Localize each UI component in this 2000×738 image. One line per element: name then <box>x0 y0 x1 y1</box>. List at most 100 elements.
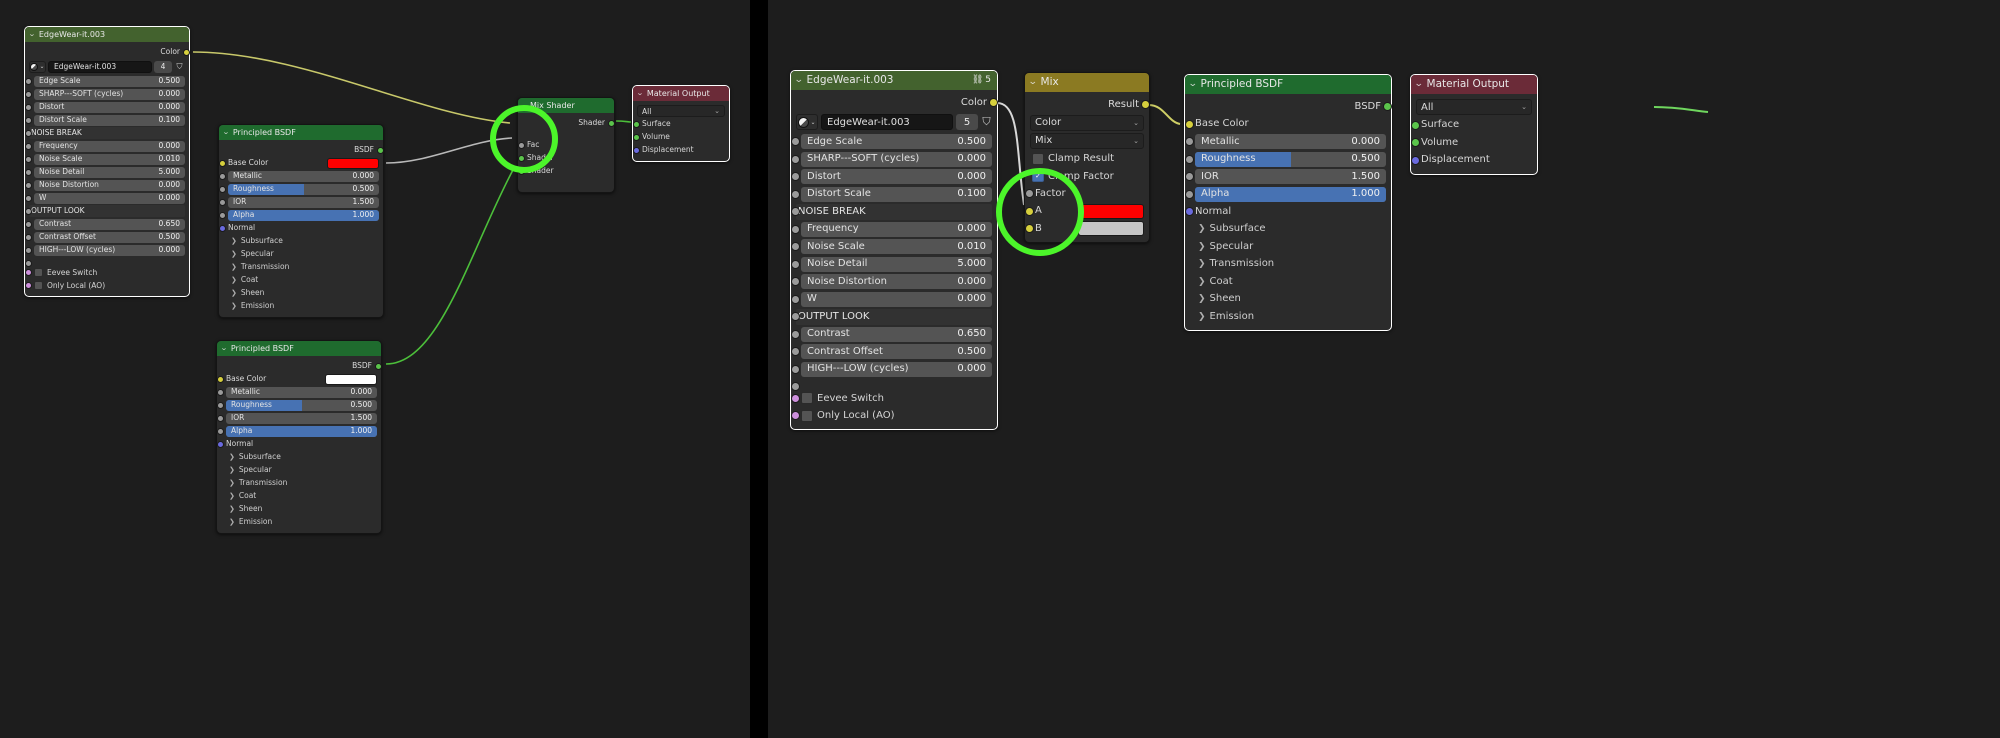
node-edgewear-group-left[interactable]: ⌄ EdgeWear-it.003 Color ⌄ EdgeWear-it.00… <box>24 26 190 297</box>
shield-icon[interactable]: ⛉ <box>176 61 183 71</box>
param-row[interactable]: Distort Scale 0.100 <box>790 186 992 202</box>
param-row[interactable]: Alpha 1.000 <box>218 209 379 221</box>
param-value[interactable]: 0.000 <box>352 171 374 180</box>
panel-subsurface[interactable]: ❯ Subsurface <box>223 235 379 247</box>
param-row[interactable]: IOR 1.500 <box>216 412 377 424</box>
node-principled-bsdf-b[interactable]: ⌄ Principled BSDF BSDF Base Color Metall… <box>216 340 382 534</box>
panel-sheen[interactable]: ❯ Sheen <box>223 287 379 299</box>
param-row[interactable]: Roughness 0.500 <box>216 399 377 411</box>
input-socket[interactable] <box>24 268 32 276</box>
material-ball-icon[interactable]: ⌄ <box>29 60 46 73</box>
socket-bsdf-out[interactable] <box>1382 102 1392 111</box>
target-dropdown[interactable]: All ⌄ <box>1416 99 1532 115</box>
param-value[interactable]: 1.500 <box>1351 170 1380 182</box>
node-header-edgewear[interactable]: ⌄ EdgeWear-it.003 <box>25 27 189 42</box>
input-socket[interactable] <box>790 242 800 251</box>
input-socket[interactable] <box>790 329 800 339</box>
input-socket[interactable] <box>24 181 32 189</box>
node-mix-shader[interactable]: Mix Shader Shader Fac Shader Shader <box>517 97 615 193</box>
param-value[interactable]: 0.000 <box>1351 135 1380 147</box>
input-socket[interactable] <box>216 388 224 396</box>
checkbox-box[interactable] <box>34 280 43 290</box>
input-socket-base-color[interactable] <box>1184 119 1194 129</box>
datablock-user-count[interactable]: 5 <box>956 114 978 130</box>
row-base-color[interactable]: Base Color <box>216 373 377 385</box>
input-socket-surface[interactable] <box>632 120 640 128</box>
input-shader-1[interactable]: Shader <box>517 152 610 164</box>
param-value[interactable]: 0.000 <box>957 275 986 287</box>
param-row[interactable]: Frequency 0.000 <box>24 140 185 152</box>
input-socket[interactable] <box>24 281 32 289</box>
input-socket[interactable] <box>216 414 224 422</box>
param-row[interactable]: Contrast 0.650 <box>24 218 185 230</box>
input-socket[interactable] <box>790 382 800 391</box>
param-value[interactable]: 0.000 <box>158 102 180 111</box>
panel-transmission[interactable]: ❯ Transmission <box>1190 256 1386 272</box>
blend-mode-dropdown[interactable]: Mix ⌄ <box>1030 132 1144 149</box>
chevron-down-icon[interactable]: ⌄ <box>793 75 804 85</box>
param-value[interactable]: 0.500 <box>957 135 986 147</box>
checkbox-box[interactable] <box>801 409 813 422</box>
param-row[interactable]: HIGH---LOW (cycles) 0.000 <box>24 244 185 256</box>
input-socket[interactable] <box>24 116 32 124</box>
input-socket[interactable] <box>24 259 32 267</box>
input-socket-displacement[interactable] <box>632 146 640 154</box>
param-row[interactable]: Distort 0.000 <box>24 101 185 113</box>
datablock-selector[interactable]: ⌄ EdgeWear-it.003 4 ⛉ <box>29 60 185 73</box>
panel-coat[interactable]: ❯ Coat <box>223 274 379 286</box>
param-value[interactable]: 0.500 <box>352 184 374 193</box>
color-swatch-b[interactable] <box>1078 221 1144 236</box>
input-socket[interactable] <box>218 172 226 180</box>
socket-color-out[interactable] <box>988 98 998 107</box>
datablock-selector[interactable]: ⌄ EdgeWear-it.003 5 ⛉ <box>796 114 992 131</box>
output-socket-result[interactable]: Result <box>1030 97 1150 113</box>
input-socket-a[interactable] <box>1024 206 1034 216</box>
output-socket-bsdf[interactable]: BSDF <box>223 144 384 156</box>
input-socket[interactable] <box>216 401 224 409</box>
input-socket[interactable] <box>790 347 800 356</box>
input-socket[interactable] <box>218 198 226 206</box>
param-value[interactable]: 1.500 <box>352 197 374 206</box>
panel-emission[interactable]: ❯ Emission <box>1190 309 1386 325</box>
param-value[interactable]: 0.500 <box>350 400 372 409</box>
input-displacement[interactable]: Displacement <box>632 144 725 156</box>
param-value[interactable]: 0.000 <box>158 245 180 254</box>
param-row[interactable]: IOR 1.500 <box>1184 169 1386 185</box>
checkbox-only-local-ao[interactable]: Only Local (AO) <box>790 408 992 424</box>
input-socket[interactable] <box>218 185 226 193</box>
checkbox-eevee-switch[interactable]: Eevee Switch <box>790 390 992 406</box>
input-socket-factor[interactable] <box>1024 189 1034 198</box>
input-socket[interactable] <box>790 393 800 403</box>
param-row[interactable]: W 0.000 <box>790 291 992 307</box>
input-socket[interactable] <box>24 194 32 202</box>
chevron-down-icon[interactable]: ⌄ <box>1187 79 1198 89</box>
input-socket[interactable] <box>218 211 226 219</box>
input-socket[interactable] <box>24 220 32 228</box>
input-socket[interactable] <box>790 224 800 234</box>
datablock-user-count[interactable]: 4 <box>154 60 172 73</box>
param-value[interactable]: 5.000 <box>957 258 986 269</box>
panel-sheen[interactable]: ❯ Sheen <box>221 503 377 515</box>
chevron-down-icon[interactable]: ⌄ <box>222 128 230 136</box>
panel-subsurface[interactable]: ❯ Subsurface <box>221 451 377 463</box>
chevron-down-icon[interactable]: ⌄ <box>28 30 36 38</box>
param-row[interactable]: Distort 0.000 <box>790 169 992 185</box>
input-socket[interactable] <box>1184 189 1194 199</box>
panel-sheen[interactable]: ❯ Sheen <box>1190 291 1386 307</box>
input-socket[interactable] <box>790 277 800 286</box>
panel-specular[interactable]: ❯ Specular <box>223 248 379 260</box>
color-swatch-base-color[interactable] <box>327 157 379 169</box>
node-header-mix[interactable]: ⌄ Mix <box>1025 73 1149 92</box>
param-row[interactable]: Noise Scale 0.010 <box>24 153 185 165</box>
param-value[interactable]: 0.500 <box>957 345 986 357</box>
input-socket[interactable] <box>24 129 32 137</box>
output-socket-color[interactable]: Color <box>796 95 998 111</box>
chevron-down-icon[interactable]: ⌄ <box>1413 79 1424 89</box>
param-row[interactable]: HIGH---LOW (cycles) 0.000 <box>790 361 992 377</box>
node-mix[interactable]: ⌄ Mix Result Color ⌄ Mix ⌄ Clamp Result … <box>1024 72 1150 243</box>
input-socket-base-color[interactable] <box>216 375 224 383</box>
chevron-down-icon[interactable]: ⌄ <box>1027 77 1038 87</box>
input-socket[interactable] <box>24 142 32 150</box>
param-row[interactable]: Noise Distortion 0.000 <box>790 274 992 290</box>
node-header-user-badge[interactable]: ⛓ 5 <box>972 71 991 90</box>
